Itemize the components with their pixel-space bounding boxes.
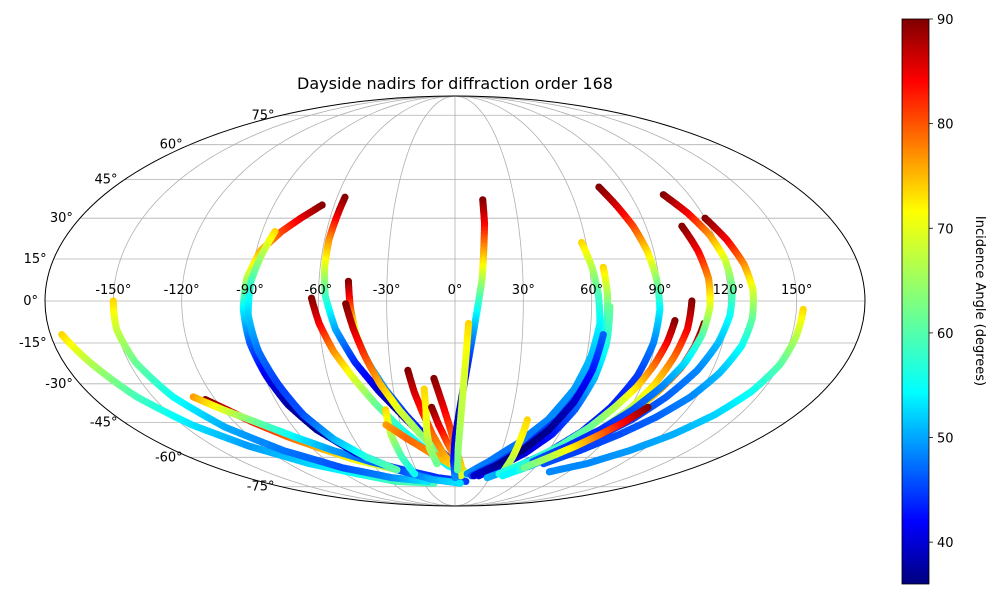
colorbar-tick-label: 80 (937, 118, 954, 133)
longitude-tick-label: 150° (781, 283, 812, 298)
data-point (410, 470, 419, 478)
colorbar-tick-label: 90 (937, 13, 954, 28)
longitude-tick-label: 90° (648, 283, 671, 298)
latitude-tick-label: -15° (19, 336, 47, 351)
data-point (433, 460, 441, 468)
data-point (499, 472, 507, 480)
colorbar-tick-label: 70 (937, 222, 954, 237)
meridian-gridline (454, 95, 798, 507)
data-point (451, 474, 459, 482)
meridian-gridline (386, 95, 456, 507)
colorbar-tick-label: 40 (937, 536, 954, 551)
colorbar-ticks: 40 50 60 70 80 90 (929, 13, 954, 551)
chart-title: Dayside nadirs for diffraction order 168 (297, 74, 613, 93)
longitude-tick-label: -90° (236, 283, 264, 298)
data-point (483, 474, 491, 482)
data-point (545, 468, 553, 476)
longitude-tick-label: -120° (164, 283, 200, 298)
data-point (456, 479, 464, 487)
latitude-tick-label: -45° (90, 415, 118, 430)
data-points (58, 183, 807, 487)
latitude-tick-label: 75° (251, 108, 274, 123)
latitude-tick-label: 15° (24, 252, 47, 267)
latitude-tick-label: 60° (160, 138, 183, 153)
data-point (453, 466, 462, 474)
data-point (520, 464, 528, 472)
map-boundary (44, 95, 866, 507)
data-point (462, 477, 470, 486)
longitude-tick-label: 120° (713, 283, 744, 298)
longitude-tick-label: 60° (580, 283, 603, 298)
longitude-tick-label: -30° (373, 283, 401, 298)
latitude-tick-label: 45° (95, 173, 118, 188)
data-point (470, 472, 478, 480)
longitude-tick-labels: -150° -120° -90° -60° -30° 0° 30° 60° 90° 120° 150… (95, 283, 812, 298)
longitude-tick-label: 30° (512, 283, 535, 298)
longitude-tick-label: 0° (448, 283, 463, 298)
data-point (393, 466, 401, 474)
colorbar-tick-label: 60 (937, 327, 954, 342)
latitude-tick-label: 30° (50, 211, 73, 226)
latitude-tick-label: -30° (45, 377, 73, 392)
colorbar (901, 18, 930, 585)
latitude-tick-label: -75° (247, 480, 275, 495)
colorbar-tick-label: 50 (937, 432, 954, 447)
longitude-tick-label: -150° (95, 283, 131, 298)
colorbar-label: Incidence Angle (degrees) (972, 216, 987, 386)
latitude-tick-label: 0° (23, 294, 38, 309)
latitude-tick-label: -60° (155, 450, 183, 465)
longitude-tick-label: -60° (304, 283, 332, 298)
